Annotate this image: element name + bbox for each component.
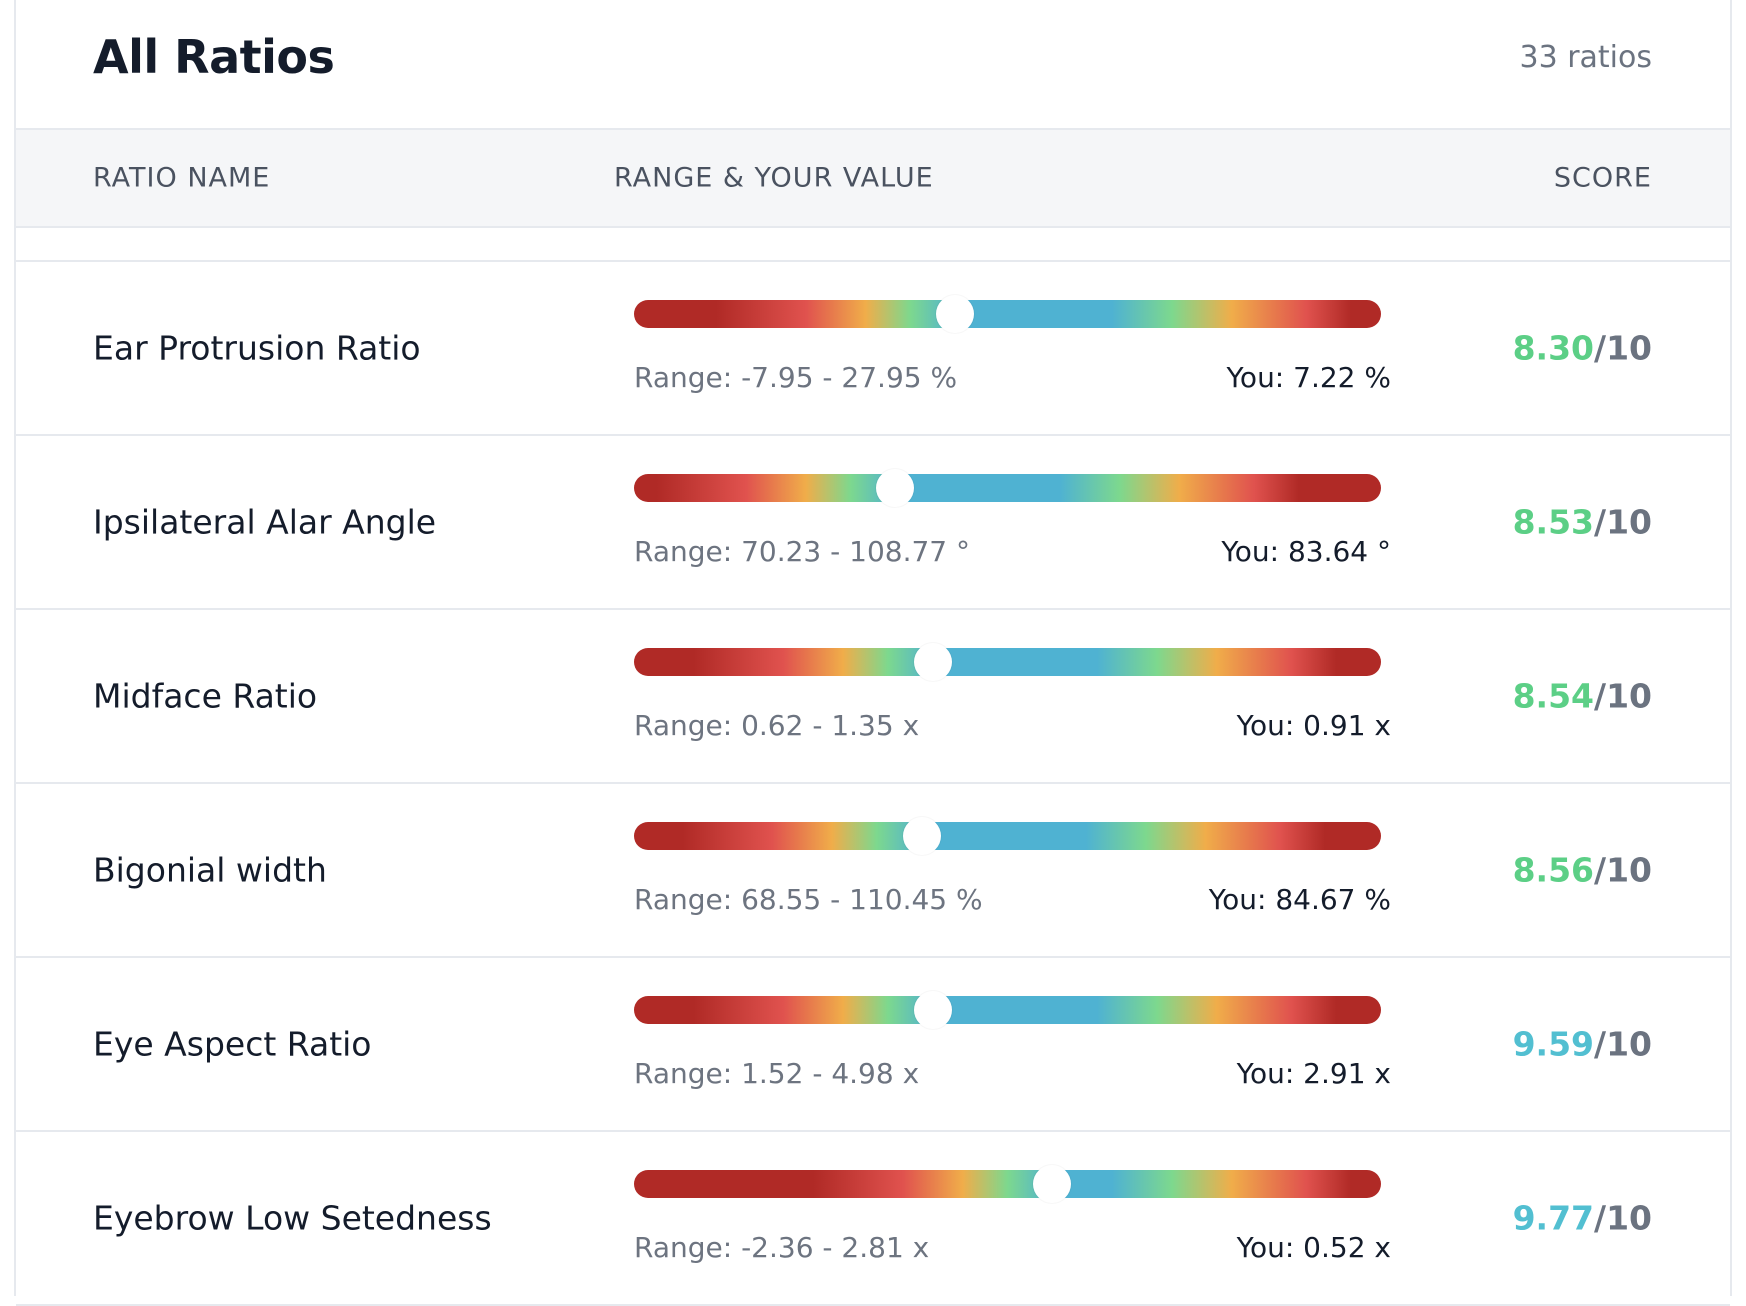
score-value: 9.59 [1512, 1024, 1595, 1064]
score-max: /10 [1594, 328, 1652, 368]
score-max: /10 [1594, 850, 1652, 890]
ratio-row[interactable]: Ear Protrusion Ratio Range: -7.95 - 27.9… [16, 262, 1730, 436]
score: 8.53/10 [1513, 503, 1652, 542]
range-bar [634, 643, 1381, 681]
score: 8.30/10 [1513, 329, 1652, 368]
score-max: /10 [1594, 502, 1652, 542]
column-header-ratio-name[interactable]: RATIO NAME [93, 162, 271, 194]
range-bar [634, 295, 1381, 333]
score-max: /10 [1594, 676, 1652, 716]
table-header: RATIO NAME RANGE & YOUR VALUE SCORE [16, 130, 1730, 228]
score-value: 9.77 [1512, 1198, 1595, 1238]
column-header-range: RANGE & YOUR VALUE [614, 162, 934, 194]
ratio-name: Eyebrow Low Setedness [93, 1198, 492, 1238]
range-text: Range: 68.55 - 110.45 % [634, 883, 983, 916]
score: 9.77/10 [1513, 1199, 1652, 1238]
ratio-row[interactable]: Midface Ratio Range: 0.62 - 1.35 x You: … [16, 610, 1730, 784]
value-marker [876, 469, 915, 507]
ratio-name: Midface Ratio [93, 676, 318, 716]
range-text: Range: -7.95 - 27.95 % [634, 361, 958, 394]
ratio-row[interactable]: Ipsilateral Alar Angle Range: 70.23 - 10… [16, 436, 1730, 610]
score: 9.59/10 [1513, 1025, 1652, 1064]
value-marker [913, 991, 952, 1029]
card-title: All Ratios [93, 30, 335, 84]
range-text: Range: 70.23 - 108.77 ° [634, 535, 971, 568]
ratio-list: Ear Protrusion Ratio Range: -7.95 - 27.9… [16, 262, 1730, 1306]
table-spacer [16, 228, 1730, 262]
ratio-name: Ear Protrusion Ratio [93, 328, 421, 368]
column-header-score[interactable]: SCORE [1553, 162, 1652, 194]
your-value: You: 2.91 x [1236, 1057, 1391, 1090]
your-value: You: 7.22 % [1226, 361, 1391, 394]
range-text: Range: 1.52 - 4.98 x [634, 1057, 920, 1090]
range-bar [634, 817, 1381, 855]
ratio-row[interactable]: Eyebrow Low Setedness Range: -2.36 - 2.8… [16, 1132, 1730, 1306]
value-marker [936, 295, 975, 333]
value-marker [913, 643, 952, 681]
ratio-name: Eye Aspect Ratio [93, 1024, 372, 1064]
value-marker [902, 817, 941, 855]
score-value: 8.30 [1512, 328, 1595, 368]
ratio-name: Ipsilateral Alar Angle [93, 502, 437, 542]
range-bar [634, 991, 1381, 1029]
score-max: /10 [1594, 1024, 1652, 1064]
score-value: 8.53 [1512, 502, 1595, 542]
ratio-count: 33 ratios [1519, 39, 1652, 75]
ratio-row[interactable]: Eye Aspect Ratio Range: 1.52 - 4.98 x Yo… [16, 958, 1730, 1132]
range-bar [634, 469, 1381, 507]
range-text: Range: 0.62 - 1.35 x [634, 709, 920, 742]
score-max: /10 [1594, 1198, 1652, 1238]
ratio-name: Bigonial width [93, 850, 327, 890]
your-value: You: 84.67 % [1208, 883, 1391, 916]
value-marker [1033, 1165, 1072, 1203]
range-text: Range: -2.36 - 2.81 x [634, 1231, 930, 1264]
score-value: 8.56 [1512, 850, 1595, 890]
range-bar [634, 1165, 1381, 1203]
your-value: You: 83.64 ° [1221, 535, 1391, 568]
score-value: 8.54 [1512, 676, 1595, 716]
ratio-row[interactable]: Bigonial width Range: 68.55 - 110.45 % Y… [16, 784, 1730, 958]
card-header: All Ratios 33 ratios [16, 0, 1730, 130]
all-ratios-card: All Ratios 33 ratios RATIO NAME RANGE & … [14, 0, 1732, 1306]
score: 8.54/10 [1513, 677, 1652, 716]
your-value: You: 0.52 x [1236, 1231, 1391, 1264]
your-value: You: 0.91 x [1236, 709, 1391, 742]
score: 8.56/10 [1513, 851, 1652, 890]
